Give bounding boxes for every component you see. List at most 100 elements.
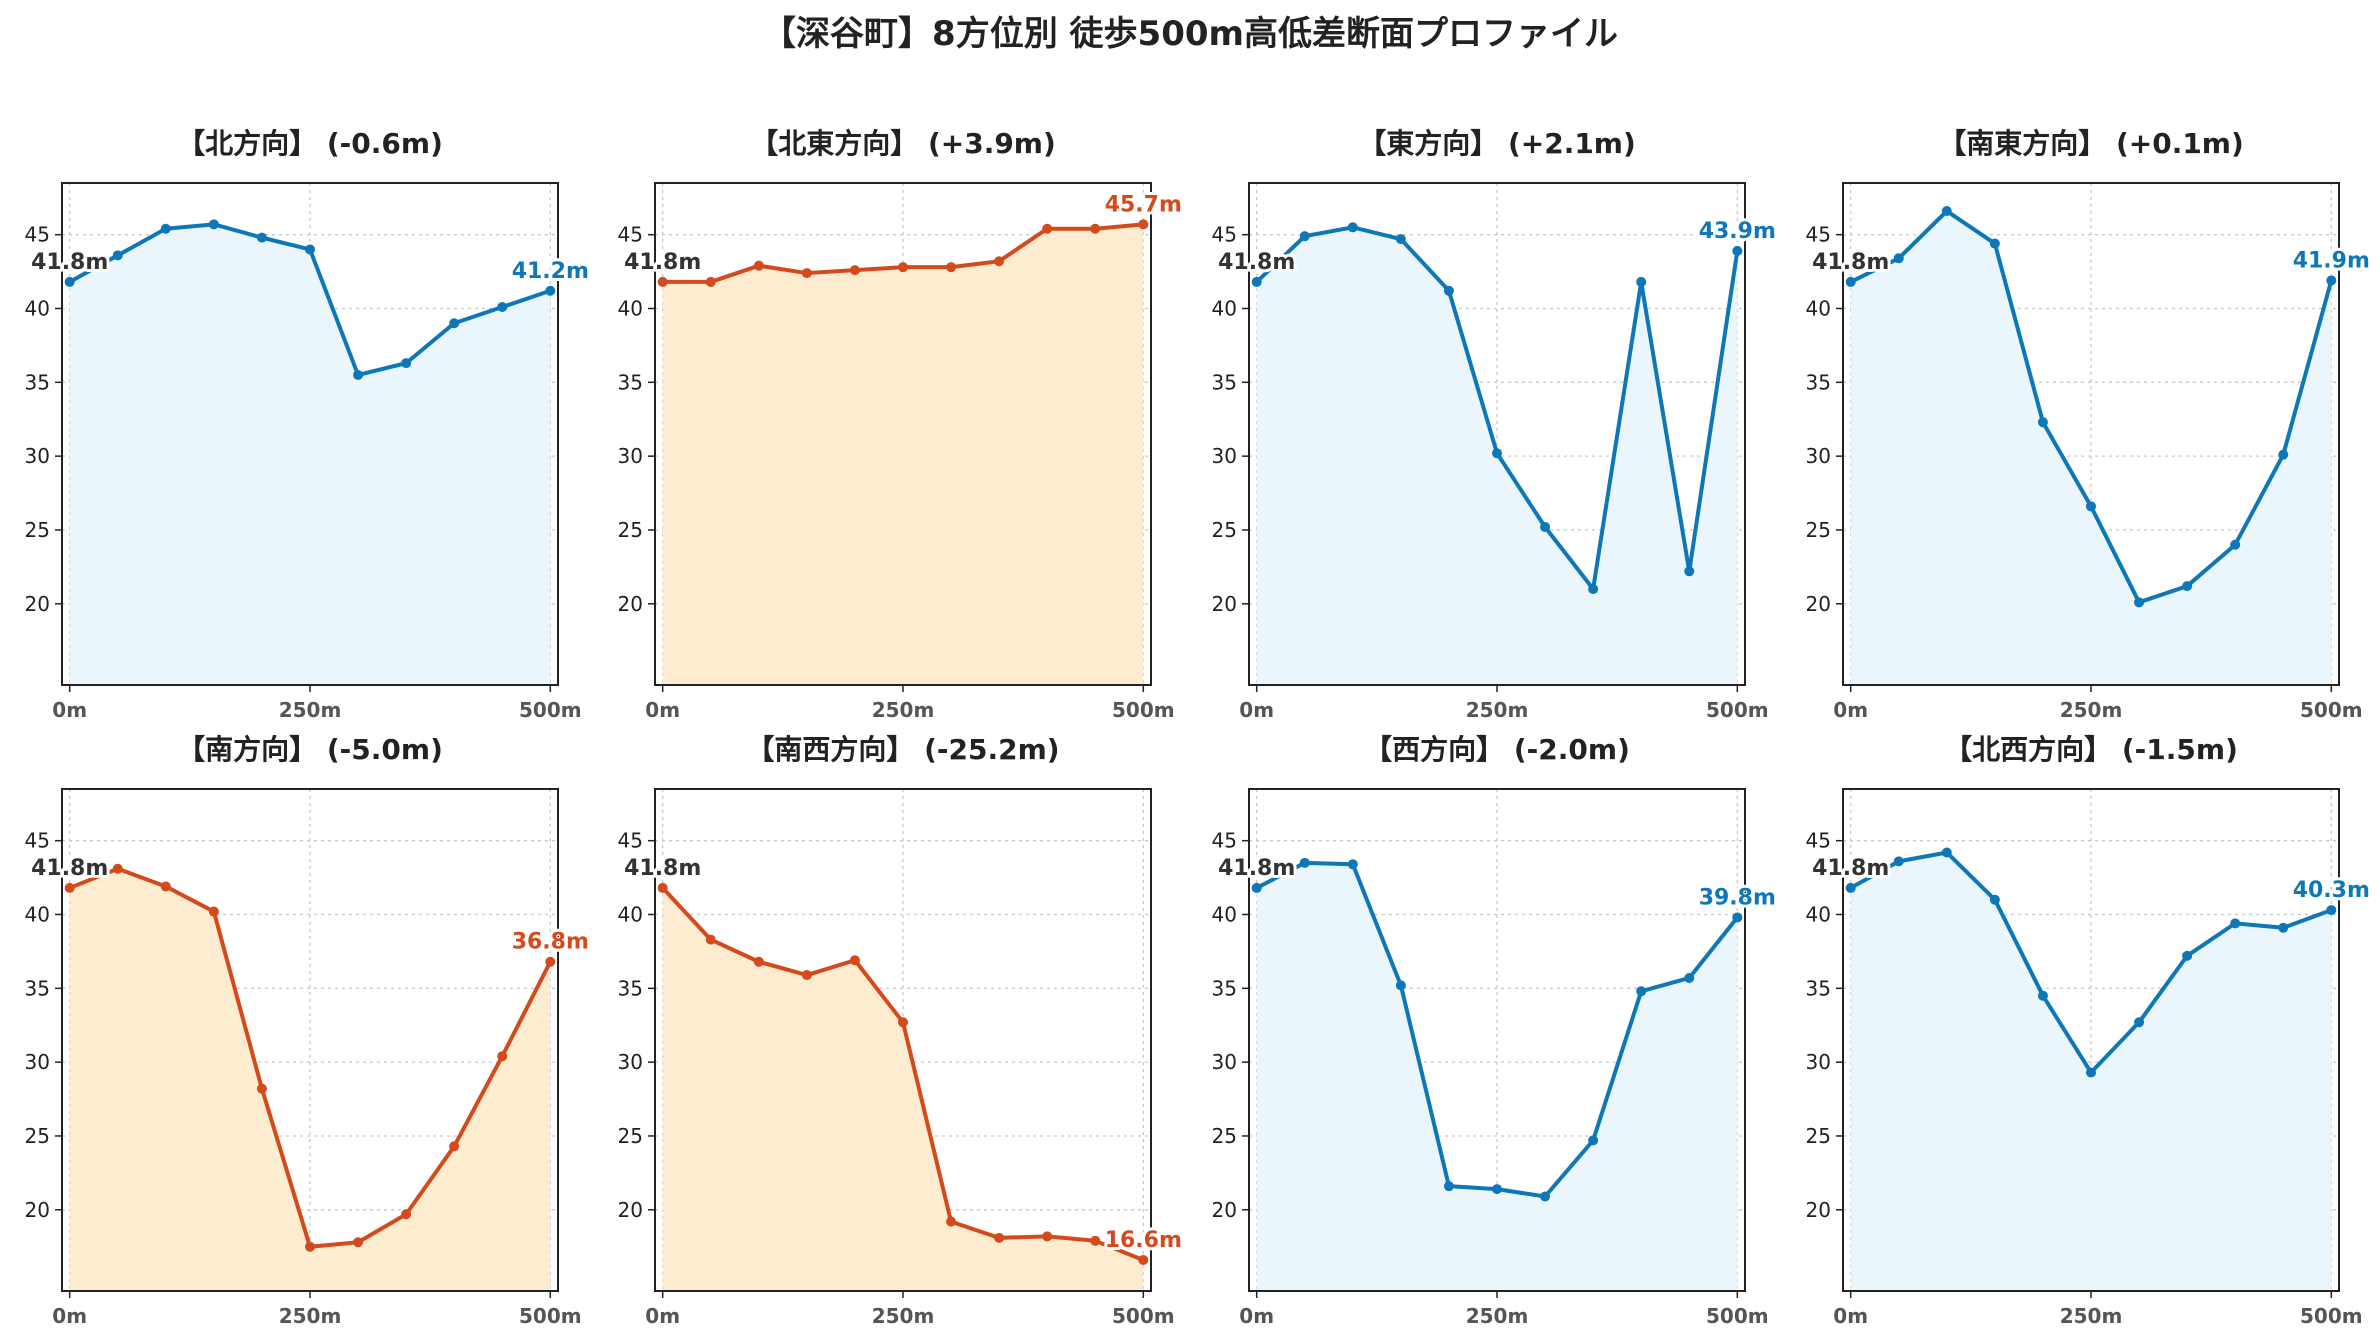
data-point — [898, 262, 908, 273]
figure-title: 【深谷町】8方位別 徒歩500m高低差断面プロファイル — [762, 14, 1618, 54]
data-point — [160, 881, 171, 892]
data-point — [208, 219, 219, 230]
data-point — [305, 1241, 315, 1252]
panel-title: 【南東方向】 (+0.1m) — [1938, 127, 2244, 160]
y-tick-label: 30 — [25, 1050, 50, 1074]
x-tick-label: 500m — [519, 1304, 582, 1328]
data-point — [353, 369, 364, 380]
data-point — [1138, 1254, 1149, 1265]
y-tick-label: 30 — [1212, 1050, 1237, 1074]
data-point — [112, 863, 123, 874]
data-point — [2182, 950, 2193, 961]
data-point — [401, 358, 412, 369]
y-tick-label: 30 — [618, 444, 643, 468]
y-tick-label: 20 — [618, 1198, 643, 1222]
panel-1: 【北東方向】 (+3.9m) 20 25 30 35 40 45 0m 250m 500m 41.8… — [618, 127, 1185, 722]
y-tick-label: 40 — [1212, 297, 1237, 321]
start-elevation-label: 41.8m — [624, 856, 701, 881]
x-tick-label: 500m — [1706, 698, 1769, 722]
data-point — [64, 276, 75, 287]
data-point — [1941, 206, 1952, 217]
x-tick-label: 0m — [1833, 698, 1868, 722]
data-point — [1299, 231, 1310, 242]
x-tick-label: 0m — [52, 1304, 87, 1328]
data-point — [1042, 223, 1053, 234]
x-tick-label: 250m — [1466, 1304, 1529, 1328]
data-point — [1636, 276, 1647, 287]
x-tick-label: 500m — [2300, 1304, 2363, 1328]
y-tick-label: 20 — [1212, 592, 1237, 616]
data-point — [1251, 882, 1262, 893]
data-point — [1443, 1181, 1454, 1192]
data-point — [1090, 223, 1101, 234]
end-elevation-label: 43.9m — [1699, 219, 1776, 244]
data-point — [2230, 539, 2241, 550]
data-point — [1492, 448, 1502, 459]
data-point — [657, 276, 668, 287]
y-tick-label: 45 — [25, 829, 50, 853]
data-point — [1251, 276, 1262, 287]
data-point — [1845, 882, 1856, 893]
y-tick-label: 25 — [618, 1124, 643, 1148]
data-point — [1636, 986, 1647, 997]
data-point — [449, 1141, 460, 1152]
data-point — [1395, 980, 1406, 991]
x-tick-label: 500m — [1112, 698, 1175, 722]
data-point — [305, 244, 315, 255]
data-point — [1138, 219, 1149, 230]
data-point — [1588, 1135, 1599, 1146]
elevation-area — [1850, 852, 2332, 1291]
data-point — [545, 956, 556, 967]
data-point — [994, 256, 1005, 267]
elevation-area — [662, 887, 1144, 1291]
y-tick-label: 35 — [25, 370, 50, 394]
start-elevation-label: 41.8m — [1218, 250, 1295, 275]
x-tick-label: 0m — [1239, 698, 1274, 722]
end-elevation-label: 45.7m — [1105, 192, 1182, 217]
panel-3: 【南東方向】 (+0.1m) 20 25 30 35 40 45 0m 250m 500m 41.8… — [1806, 127, 2373, 722]
y-tick-label: 25 — [25, 518, 50, 542]
data-point — [849, 265, 860, 276]
panel-6: 【西方向】 (-2.0m) 20 25 30 35 40 45 0m 250m 500m 41.8m… — [1212, 733, 1779, 1328]
panel-title: 【北西方向】 (-1.5m) — [1944, 733, 2238, 766]
elevation-area — [1256, 862, 1738, 1291]
panel-title: 【西方向】 (-2.0m) — [1364, 733, 1630, 766]
y-tick-label: 20 — [1212, 1198, 1237, 1222]
y-tick-label: 30 — [618, 1050, 643, 1074]
x-tick-label: 0m — [1833, 1304, 1868, 1328]
y-tick-label: 35 — [1806, 370, 1831, 394]
start-elevation-label: 41.8m — [1812, 856, 1889, 881]
start-elevation-label: 41.8m — [1812, 250, 1889, 275]
data-point — [2278, 449, 2289, 460]
data-point — [2182, 581, 2193, 592]
y-tick-label: 40 — [1806, 903, 1831, 927]
y-tick-label: 30 — [1806, 1050, 1831, 1074]
start-elevation-label: 41.8m — [31, 250, 108, 275]
data-point — [2037, 990, 2048, 1001]
panel-title: 【東方向】 (+2.1m) — [1358, 127, 1636, 160]
panel-4: 【南方向】 (-5.0m) 20 25 30 35 40 45 0m 250m 500m 41.8m… — [25, 733, 592, 1328]
data-point — [497, 1051, 508, 1062]
y-tick-label: 35 — [1212, 976, 1237, 1000]
data-point — [2230, 918, 2241, 929]
x-tick-label: 0m — [52, 698, 87, 722]
y-tick-label: 35 — [1806, 976, 1831, 1000]
y-tick-label: 25 — [25, 1124, 50, 1148]
y-tick-label: 40 — [1212, 903, 1237, 927]
start-elevation-label: 41.8m — [1218, 856, 1295, 881]
y-tick-label: 25 — [1806, 1124, 1831, 1148]
x-tick-label: 250m — [2060, 698, 2123, 722]
data-point — [1540, 522, 1551, 533]
end-elevation-label: 41.2m — [512, 259, 589, 284]
data-point — [1941, 847, 1952, 858]
panel-0: 【北方向】 (-0.6m) 20 25 30 35 40 45 0m 250m 500m 41.8m… — [25, 127, 592, 722]
panel-title: 【北方向】 (-0.6m) — [177, 127, 443, 160]
y-tick-label: 25 — [1806, 518, 1831, 542]
y-tick-label: 45 — [618, 829, 643, 853]
elevation-area — [69, 868, 551, 1291]
data-point — [801, 268, 812, 279]
data-point — [849, 955, 860, 966]
x-tick-label: 250m — [279, 698, 342, 722]
